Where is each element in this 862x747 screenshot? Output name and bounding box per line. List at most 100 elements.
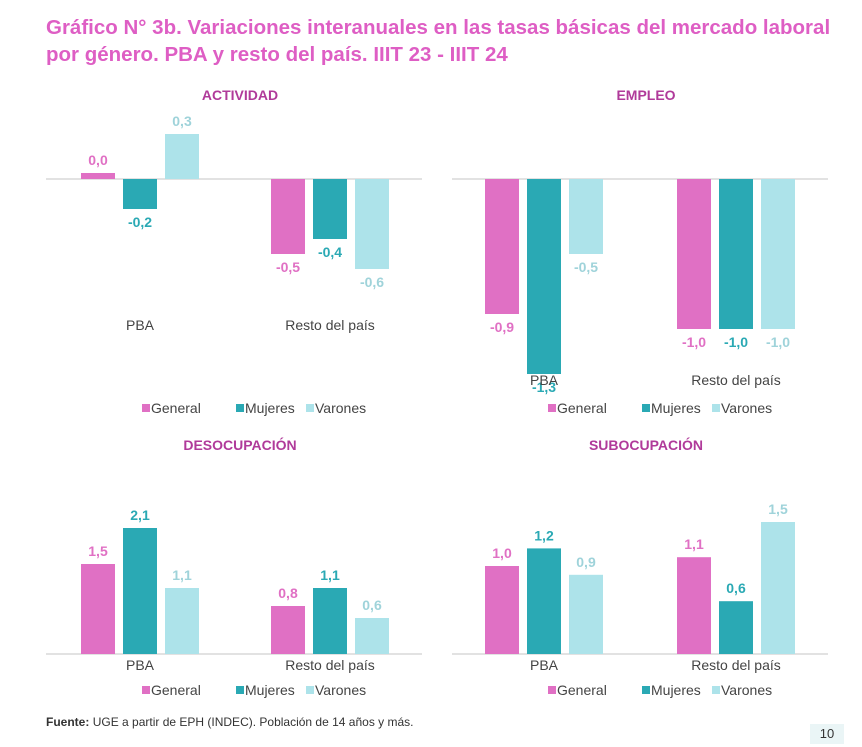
source-note: Fuente: UGE a partir de EPH (INDEC). Pob… bbox=[46, 715, 414, 729]
data-label: -0,5 bbox=[276, 259, 300, 275]
bar-varones-pba bbox=[569, 179, 603, 254]
bar-varones-pba bbox=[569, 574, 603, 654]
panel-title: EMPLEO bbox=[616, 87, 675, 103]
data-label: 1,1 bbox=[320, 567, 340, 583]
legend-label-mujeres: Mujeres bbox=[651, 400, 701, 416]
category-label: Resto del país bbox=[691, 657, 781, 673]
bar-general-resto-del-pais bbox=[271, 606, 305, 654]
panel-subocupacion: SUBOCUPACIÓN 1,0 1,2 0,9 PBA 1,1 0,6 1,5 Resto d… bbox=[446, 430, 846, 730]
data-label: 0,6 bbox=[362, 597, 382, 613]
legend-label-general: General bbox=[151, 682, 201, 698]
legend-swatch-mujeres bbox=[236, 404, 244, 412]
data-label: 0,6 bbox=[726, 580, 746, 596]
data-label: 1,5 bbox=[768, 501, 788, 517]
legend-label-general: General bbox=[557, 400, 607, 416]
legend-swatch-varones bbox=[306, 404, 314, 412]
data-label: 1,1 bbox=[684, 536, 704, 552]
data-label: 2,1 bbox=[130, 507, 150, 523]
bar-mujeres-pba bbox=[123, 179, 157, 209]
data-label: 0,0 bbox=[88, 152, 108, 168]
legend-label-general: General bbox=[151, 400, 201, 416]
legend-label-varones: Varones bbox=[315, 682, 366, 698]
legend: General Mujeres Varones bbox=[142, 400, 366, 416]
data-label: 1,2 bbox=[534, 527, 554, 543]
legend-label-general: General bbox=[557, 682, 607, 698]
legend-swatch-general bbox=[548, 404, 556, 412]
data-label: 1,0 bbox=[492, 545, 512, 561]
legend-swatch-general bbox=[142, 404, 150, 412]
legend-swatch-general bbox=[142, 686, 150, 694]
legend-label-varones: Varones bbox=[721, 400, 772, 416]
bar-varones-resto-del-pais bbox=[761, 179, 795, 329]
legend-swatch-mujeres bbox=[642, 686, 650, 694]
source-text: UGE a partir de EPH (INDEC). Población d… bbox=[92, 715, 414, 729]
panel-title: DESOCUPACIÓN bbox=[183, 436, 296, 453]
panel-title: ACTIVIDAD bbox=[202, 87, 278, 103]
chart-svg: DESOCUPACIÓN 1,5 2,1 1,1 PBA 0,8 1,1 0,6 Resto d… bbox=[46, 436, 422, 698]
category-label: Resto del país bbox=[285, 657, 375, 673]
bar-mujeres-pba bbox=[123, 528, 157, 654]
bar-varones-pba bbox=[165, 134, 199, 179]
chart-svg: SUBOCUPACIÓN 1,0 1,2 0,9 PBA 1,1 0,6 1,5 Resto d… bbox=[452, 436, 828, 698]
data-label: -1,3 bbox=[532, 379, 556, 395]
data-label: 0,3 bbox=[172, 113, 192, 129]
bar-varones-resto-del-pais bbox=[355, 179, 389, 269]
bar-general-resto-del-pais bbox=[271, 179, 305, 254]
category-label: Resto del país bbox=[285, 317, 375, 333]
chart-svg: ACTIVIDAD 0,0 -0,2 0,3 PBA -0,5 -0,4 -0,6 Resto … bbox=[46, 87, 422, 416]
category-label: PBA bbox=[530, 657, 559, 673]
data-label: -0,5 bbox=[574, 259, 598, 275]
category-label: PBA bbox=[126, 317, 155, 333]
bar-varones-pba bbox=[165, 588, 199, 654]
bar-mujeres-resto-del-pais bbox=[313, 588, 347, 654]
bar-mujeres-resto-del-pais bbox=[719, 179, 753, 329]
category-label: Resto del país bbox=[691, 372, 781, 388]
bar-general-resto-del-pais bbox=[677, 179, 711, 329]
data-label: 1,5 bbox=[88, 543, 108, 559]
bar-mujeres-resto-del-pais bbox=[313, 179, 347, 239]
data-label: 1,1 bbox=[172, 567, 192, 583]
legend: General Mujeres Varones bbox=[142, 682, 366, 698]
panel-title: SUBOCUPACIÓN bbox=[589, 436, 703, 453]
bar-varones-resto-del-pais bbox=[761, 522, 795, 654]
legend-label-mujeres: Mujeres bbox=[245, 682, 295, 698]
bar-mujeres-resto-del-pais bbox=[719, 601, 753, 654]
chart-title: Gráfico N° 3b. Variaciones interanuales … bbox=[46, 16, 831, 66]
legend-label-varones: Varones bbox=[315, 400, 366, 416]
legend-label-varones: Varones bbox=[721, 682, 772, 698]
data-label: -0,2 bbox=[128, 214, 152, 230]
bar-mujeres-pba bbox=[527, 548, 561, 654]
legend-swatch-varones bbox=[306, 686, 314, 694]
legend: General Mujeres Varones bbox=[548, 682, 772, 698]
legend-swatch-general bbox=[548, 686, 556, 694]
data-label: -0,6 bbox=[360, 274, 384, 290]
panel-actividad: ACTIVIDAD 0,0 -0,2 0,3 PBA -0,5 -0,4 -0,6 Resto … bbox=[40, 80, 440, 416]
data-label: -0,4 bbox=[318, 244, 342, 260]
chart-svg: EMPLEO -0,9 -1,3 -0,5 PBA -1,0 -1,0 -1,0 Resto d… bbox=[452, 87, 828, 416]
bar-general-resto-del-pais bbox=[677, 557, 711, 654]
legend-label-mujeres: Mujeres bbox=[651, 682, 701, 698]
bar-mujeres-pba bbox=[527, 179, 561, 374]
category-label: PBA bbox=[530, 372, 559, 388]
data-label: -0,9 bbox=[490, 319, 514, 335]
legend-swatch-varones bbox=[712, 404, 720, 412]
legend-swatch-mujeres bbox=[642, 404, 650, 412]
category-label: PBA bbox=[126, 657, 155, 673]
page-number: 10 bbox=[810, 724, 844, 744]
legend: General Mujeres Varones bbox=[548, 400, 772, 416]
source-label: Fuente: bbox=[46, 715, 90, 729]
legend-swatch-varones bbox=[712, 686, 720, 694]
panel-empleo: EMPLEO -0,9 -1,3 -0,5 PBA -1,0 -1,0 -1,0 Resto d… bbox=[446, 80, 846, 416]
bar-general-pba bbox=[485, 179, 519, 314]
bar-general-pba bbox=[81, 173, 115, 179]
bar-general-pba bbox=[81, 564, 115, 654]
data-label: 0,8 bbox=[278, 585, 298, 601]
data-label: 0,9 bbox=[576, 554, 596, 570]
data-label: -1,0 bbox=[682, 334, 706, 350]
bar-varones-resto-del-pais bbox=[355, 618, 389, 654]
data-label: -1,0 bbox=[724, 334, 748, 350]
data-label: -1,0 bbox=[766, 334, 790, 350]
legend-label-mujeres: Mujeres bbox=[245, 400, 295, 416]
bar-general-pba bbox=[485, 566, 519, 654]
legend-swatch-mujeres bbox=[236, 686, 244, 694]
